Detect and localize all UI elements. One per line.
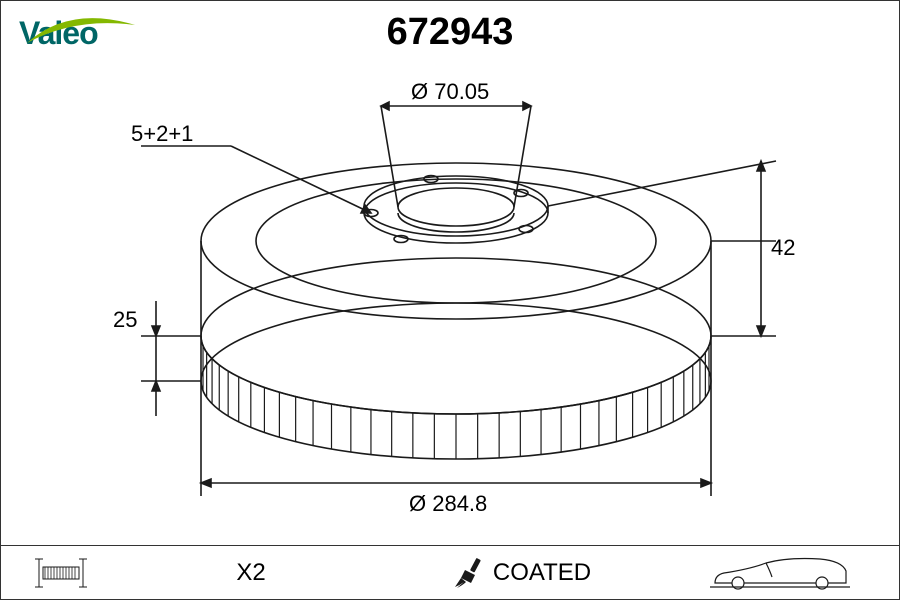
brush-icon <box>451 556 489 590</box>
brand-logo: Valeo <box>19 15 98 52</box>
dim-outer-diameter: Ø 284.8 <box>409 491 487 517</box>
footer-coated: COATED <box>381 546 661 599</box>
dim-top-diameter: Ø 70.05 <box>411 79 489 105</box>
technical-drawing: Ø 70.05 5+2+1 42 25 Ø 284.8 <box>111 51 791 521</box>
dim-height-outer: 42 <box>771 235 795 261</box>
footer-strip: X2 COATED <box>1 545 899 599</box>
part-number: 672943 <box>387 11 514 54</box>
dim-height-rim: 25 <box>113 307 137 333</box>
footer-car-icon <box>661 546 899 599</box>
footer-disc-icon <box>1 546 121 599</box>
footer-quantity: X2 <box>121 546 381 599</box>
footer-coated-label: COATED <box>493 559 591 587</box>
dim-hole-spec: 5+2+1 <box>131 121 193 147</box>
